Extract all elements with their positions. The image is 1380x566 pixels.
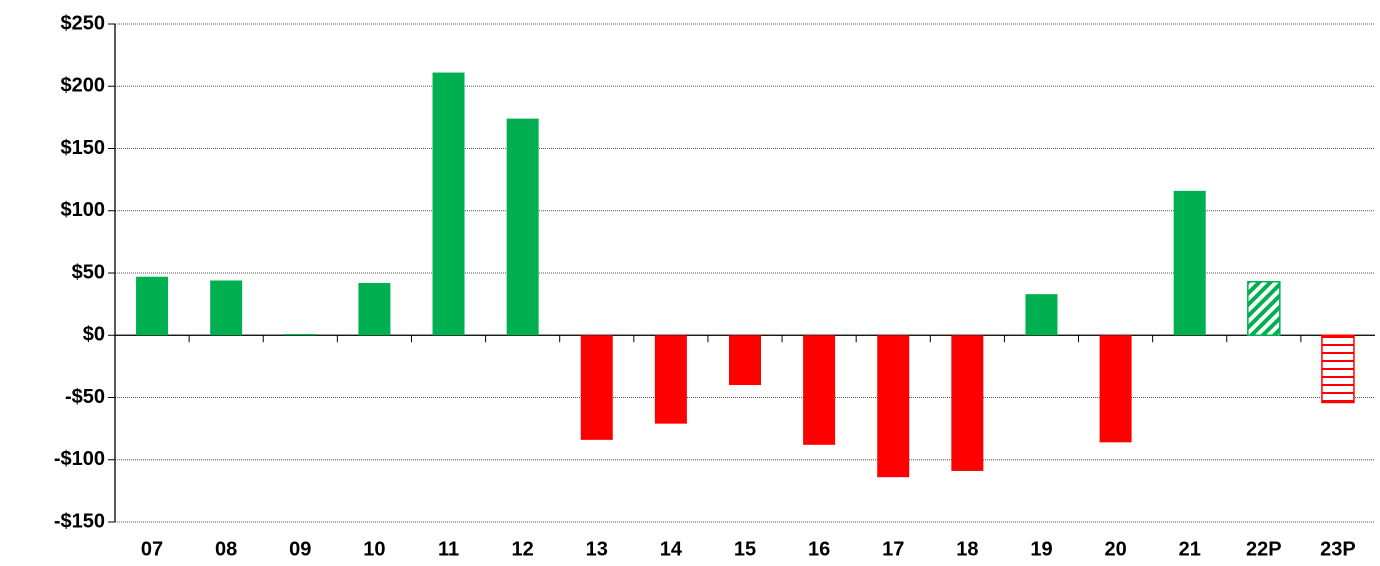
- x-tick-label: 18: [956, 538, 978, 560]
- x-tick-label: 21: [1179, 538, 1201, 560]
- x-tick-label: 22P: [1246, 538, 1282, 560]
- bar: [654, 335, 687, 424]
- x-tick-label: 16: [808, 538, 830, 560]
- bar: [1173, 190, 1206, 336]
- y-tick-label: $50: [72, 261, 105, 283]
- bar: [210, 280, 243, 336]
- bar: [1099, 335, 1132, 443]
- x-tick-label: 13: [586, 538, 608, 560]
- bar: [432, 72, 465, 336]
- x-tick-label: 12: [512, 538, 534, 560]
- x-tick-label: 17: [882, 538, 904, 560]
- bar: [1025, 294, 1058, 336]
- y-tick-label: -$50: [65, 386, 105, 408]
- x-tick-label: 14: [660, 538, 683, 560]
- x-tick-label: 15: [734, 538, 756, 560]
- y-tick-label: -$150: [54, 510, 105, 532]
- x-tick-label: 10: [363, 538, 385, 560]
- bar: [284, 334, 317, 336]
- x-tick-label: 08: [215, 538, 237, 560]
- bar: [136, 276, 169, 336]
- y-tick-label: $150: [61, 137, 106, 159]
- x-tick-label: 07: [141, 538, 163, 560]
- y-tick-label: $100: [61, 199, 106, 221]
- bar: [951, 335, 984, 471]
- bar: [506, 118, 539, 336]
- x-tick-label: 23P: [1320, 538, 1356, 560]
- bar: [580, 335, 613, 440]
- y-tick-label: -$100: [54, 448, 105, 470]
- y-tick-label: $250: [61, 12, 106, 34]
- bar: [877, 335, 910, 478]
- bar: [358, 282, 391, 336]
- y-tick-label: $200: [61, 75, 106, 97]
- x-tick-label: 20: [1104, 538, 1126, 560]
- bar: [1247, 280, 1281, 336]
- bar: [803, 335, 836, 445]
- bar: [1321, 334, 1355, 404]
- bar: [729, 335, 761, 386]
- x-tick-label: 09: [289, 538, 311, 560]
- x-tick-label: 11: [438, 538, 459, 560]
- y-tick-label: $0: [83, 324, 105, 346]
- x-tick-label: 19: [1030, 538, 1052, 560]
